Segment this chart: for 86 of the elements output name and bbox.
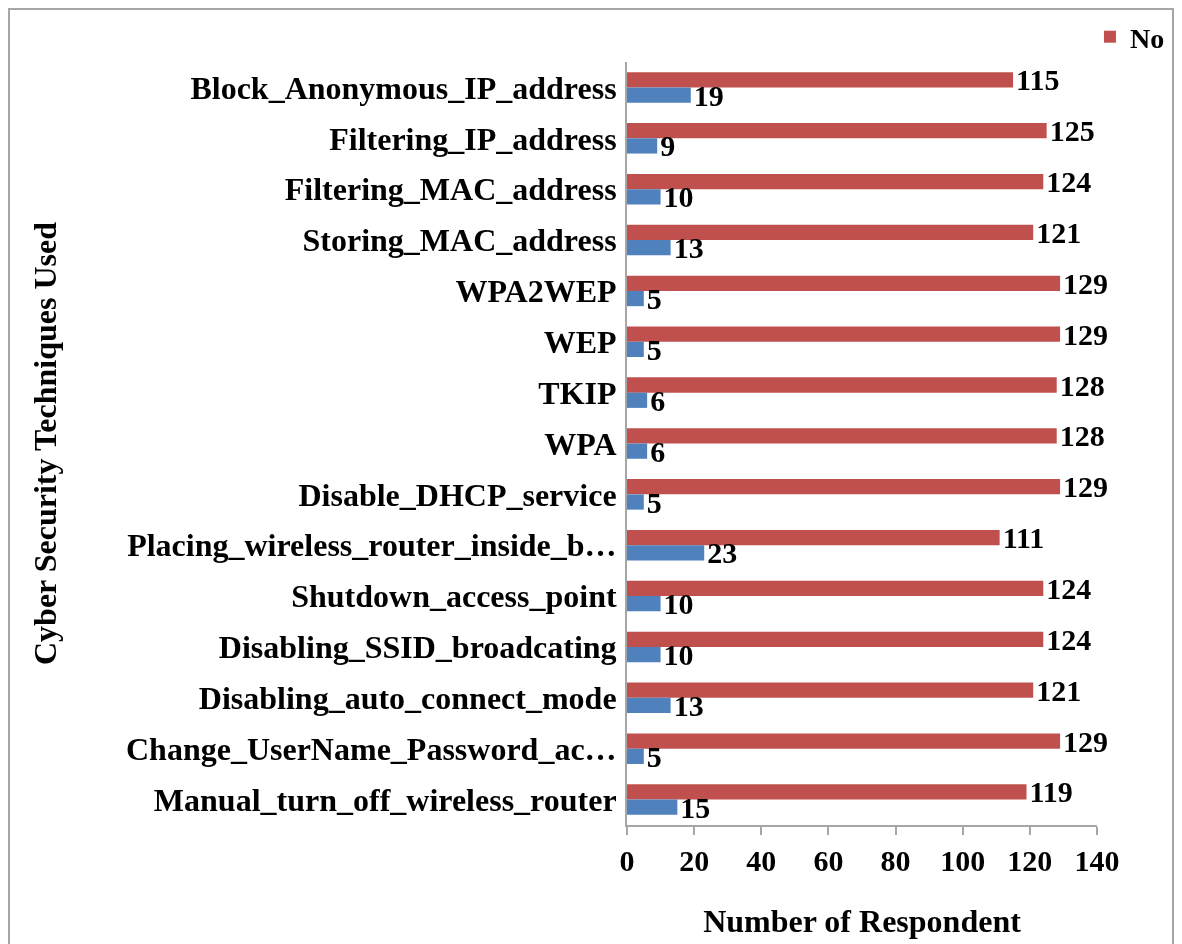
x-tick-label: 120 xyxy=(1007,844,1053,877)
y-tick-label: WPA2WEP xyxy=(455,273,617,310)
y-tick-label: Block_Anonymous_IP_address xyxy=(190,69,617,106)
x-tick-label: 80 xyxy=(880,844,911,877)
x-tick-label: 140 xyxy=(1074,844,1120,877)
data-label: 19 xyxy=(693,78,724,112)
bar xyxy=(627,377,1057,393)
y-tick-label: Disabling_SSID_broadcating xyxy=(218,629,617,666)
bar xyxy=(627,224,1034,241)
bar xyxy=(627,173,1044,190)
x-tick-label: 40 xyxy=(746,844,777,877)
data-label: 15 xyxy=(680,790,711,824)
data-label: 129 xyxy=(1063,317,1109,351)
y-tick-label: Disabling_auto_connect_mode xyxy=(198,680,617,717)
bar xyxy=(627,596,661,612)
y-tick-label: Storing_MAC_address xyxy=(302,222,617,259)
data-label: 10 xyxy=(663,638,694,672)
bar xyxy=(627,290,644,307)
bar xyxy=(627,748,644,764)
y-tick-label: Change_UserName_Password_ac… xyxy=(125,730,617,767)
data-label: 6 xyxy=(650,434,666,468)
data-label: 128 xyxy=(1059,419,1105,453)
bar xyxy=(627,326,1061,342)
bar xyxy=(627,799,678,815)
y-tick-label: TKIP xyxy=(538,374,617,411)
bar xyxy=(627,733,1061,749)
bar xyxy=(627,545,705,561)
data-label: 5 xyxy=(646,485,662,519)
x-axis-title: Number of Respondent xyxy=(703,903,1022,940)
data-label: 124 xyxy=(1046,165,1092,199)
bar xyxy=(627,240,671,256)
y-tick-label: WEP xyxy=(543,323,617,360)
bar xyxy=(627,428,1057,444)
bar xyxy=(627,72,1014,88)
bar xyxy=(627,631,1044,647)
bar xyxy=(627,138,658,154)
x-tick-label: 20 xyxy=(679,844,710,877)
data-label: 128 xyxy=(1059,368,1105,402)
data-label: 111 xyxy=(1002,521,1045,555)
bar xyxy=(627,341,644,358)
bar xyxy=(627,494,644,510)
data-label: 129 xyxy=(1063,724,1109,758)
data-label: 10 xyxy=(663,180,694,214)
data-label: 5 xyxy=(646,282,662,316)
data-label: 115 xyxy=(1016,63,1060,97)
data-label: 119 xyxy=(1029,775,1073,809)
bar xyxy=(627,189,661,205)
data-label: 124 xyxy=(1046,622,1092,656)
data-label: 10 xyxy=(663,587,694,621)
legend-label: No xyxy=(1129,22,1165,54)
bar xyxy=(627,580,1044,597)
data-label: 6 xyxy=(650,383,666,417)
bar xyxy=(627,682,1034,698)
x-tick-label: 100 xyxy=(940,844,986,877)
data-label: 23 xyxy=(707,536,738,570)
data-label: 125 xyxy=(1049,114,1095,148)
bar xyxy=(627,123,1047,139)
bar xyxy=(627,697,671,714)
y-tick-label: Filtering_IP_address xyxy=(329,120,617,157)
x-tick-label: 60 xyxy=(813,844,844,877)
y-tick-label: Shutdown_access_point xyxy=(291,578,617,615)
data-label: 129 xyxy=(1063,266,1109,300)
x-tick-label: 0 xyxy=(619,844,635,877)
data-label: 9 xyxy=(660,129,676,163)
data-label: 124 xyxy=(1046,571,1092,605)
bar xyxy=(627,784,1027,800)
y-tick-label: Placing_wireless_router_inside_b… xyxy=(127,527,617,564)
bar xyxy=(627,392,648,408)
data-label: 5 xyxy=(646,332,662,366)
y-tick-label: Disable_DHCP_service xyxy=(298,476,617,513)
y-tick-label: Manual_turn_off_wireless_router xyxy=(153,781,617,818)
bar xyxy=(627,443,648,459)
y-tick-label: WPA xyxy=(544,425,617,462)
y-axis-title: Cyber Security Techniques Used xyxy=(26,221,63,666)
bar xyxy=(627,479,1061,495)
bar xyxy=(627,275,1061,291)
bar xyxy=(627,87,691,103)
data-label: 121 xyxy=(1036,673,1082,707)
data-label: 13 xyxy=(673,231,704,265)
data-label: 129 xyxy=(1063,470,1109,504)
data-label: 5 xyxy=(646,739,662,773)
data-label: 13 xyxy=(673,688,704,722)
bar xyxy=(627,646,661,663)
y-tick-label: Filtering_MAC_address xyxy=(284,171,617,208)
data-label: 121 xyxy=(1036,215,1082,249)
bar xyxy=(627,529,1000,546)
